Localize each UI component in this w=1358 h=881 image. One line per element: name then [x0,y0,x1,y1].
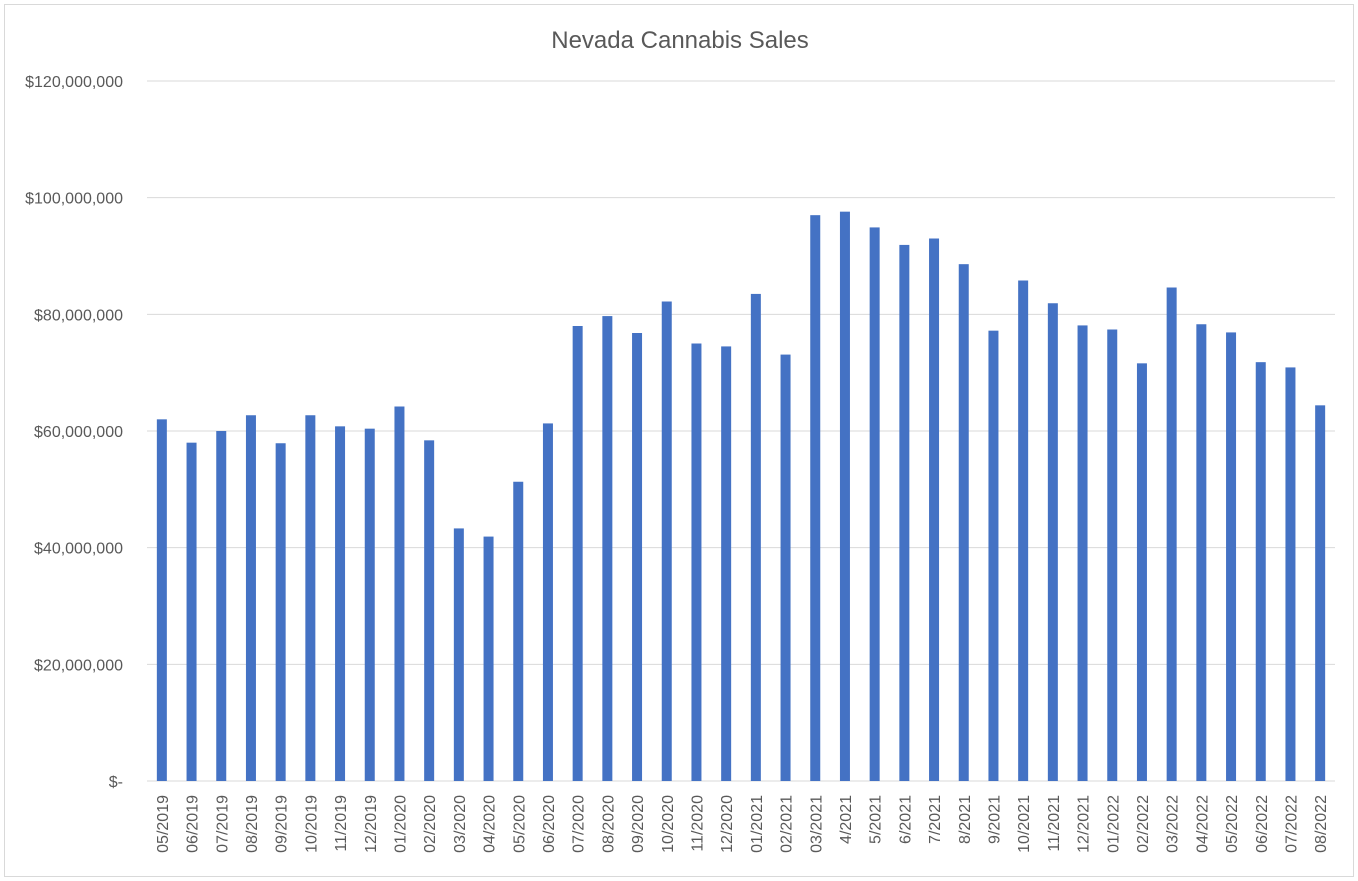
x-tick-label: 08/2019 [244,795,261,853]
y-tick-label: $20,000,000 [34,657,123,674]
x-tick-label: 10/2021 [1016,795,1033,853]
x-tick-label: 12/2021 [1076,795,1093,853]
x-tick-label: 06/2020 [541,795,558,853]
bar [156,419,167,781]
bar [394,406,405,781]
bar [988,330,999,781]
x-tick-label: 6/2021 [897,795,914,844]
bar [750,293,761,781]
bar [305,415,316,781]
x-tick-label: 01/2022 [1105,795,1122,853]
bar [810,215,821,781]
bar [1077,325,1088,781]
x-tick-label: 9/2021 [986,795,1003,844]
x-tick-label: 01/2020 [392,795,409,853]
y-tick-label: $40,000,000 [34,541,123,558]
bar [364,428,375,781]
bar [1226,332,1237,781]
bar [572,326,583,781]
bar [1047,303,1058,781]
bars [156,211,1326,782]
bar [691,343,702,781]
bar [245,415,256,781]
chart-frame: Nevada Cannabis Sales $- $20,000,000 $40,0… [4,4,1354,877]
bar-chart: Nevada Cannabis Sales $- $20,000,000 $40,0… [25,27,1335,853]
x-tick-label: 02/2020 [422,795,439,853]
x-tick-label: 08/2022 [1313,795,1330,853]
bar [721,346,732,781]
x-tick-label: 09/2019 [274,795,291,853]
bar [513,481,524,781]
bar [1166,287,1177,781]
x-tick-label: 11/2021 [1046,795,1063,852]
x-tick-label: 12/2020 [719,795,736,853]
bar [602,316,613,781]
bar [453,528,464,781]
chart-title: Nevada Cannabis Sales [551,27,809,54]
y-tick-label: $120,000,000 [25,74,123,91]
bar [869,227,880,781]
bar [483,536,494,781]
bar [1136,363,1147,781]
y-tick-label: $60,000,000 [34,424,123,441]
bar [1255,362,1266,781]
bar [335,426,346,781]
x-tick-label: 03/2022 [1165,795,1182,853]
x-tick-label: 01/2021 [749,795,766,853]
bar [839,211,850,781]
bar [1018,280,1029,781]
x-tick-label: 07/2022 [1283,795,1300,853]
x-tick-label: 7/2021 [927,795,944,844]
bar [216,431,227,781]
bar [542,423,553,781]
bar [899,244,910,781]
x-tick-label: 03/2020 [452,795,469,853]
y-tick-label: $100,000,000 [25,191,123,208]
x-tick-label: 4/2021 [838,795,855,844]
x-tick-label: 05/2019 [155,795,172,853]
x-tick-label: 5/2021 [868,795,885,844]
bar [1107,329,1118,781]
x-tick-label: 10/2020 [660,795,677,853]
bar [661,301,672,781]
y-axis-tick-labels: $- $20,000,000 $40,000,000 $60,000,000 $80,0… [25,74,123,791]
bar [186,442,197,781]
x-tick-label: 8/2021 [957,795,974,844]
x-tick-label: 07/2020 [571,795,588,853]
x-tick-label: 06/2022 [1254,795,1271,853]
bar [275,443,286,781]
bar [632,333,643,781]
x-tick-label: 04/2022 [1194,795,1211,853]
x-tick-label: 05/2022 [1224,795,1241,853]
x-tick-label: 05/2020 [511,795,528,853]
x-tick-label: 09/2020 [630,795,647,853]
x-tick-label: 12/2019 [363,795,380,853]
x-tick-label: 07/2019 [214,795,231,853]
x-tick-label: 11/2019 [333,795,350,852]
y-tick-label: $80,000,000 [34,307,123,324]
x-tick-label: 02/2021 [779,795,796,853]
bar [929,238,940,781]
x-tick-label: 10/2019 [303,795,320,853]
gridlines [147,80,1335,782]
x-tick-label: 04/2020 [482,795,499,853]
bar [424,440,435,781]
x-axis-tick-labels: 05/2019 06/2019 07/2019 08/2019 09/2019 10/20… [155,795,1330,853]
x-tick-label: 06/2019 [185,795,202,853]
bar [958,264,969,782]
x-tick-label: 03/2021 [808,795,825,853]
bar [1285,367,1296,781]
y-tick-label: $- [109,774,123,791]
x-tick-label: 11/2020 [689,795,706,852]
bar [1196,324,1207,781]
x-tick-label: 02/2022 [1135,795,1152,853]
x-tick-label: 08/2020 [600,795,617,853]
bar [780,354,791,781]
bar [1315,405,1326,781]
